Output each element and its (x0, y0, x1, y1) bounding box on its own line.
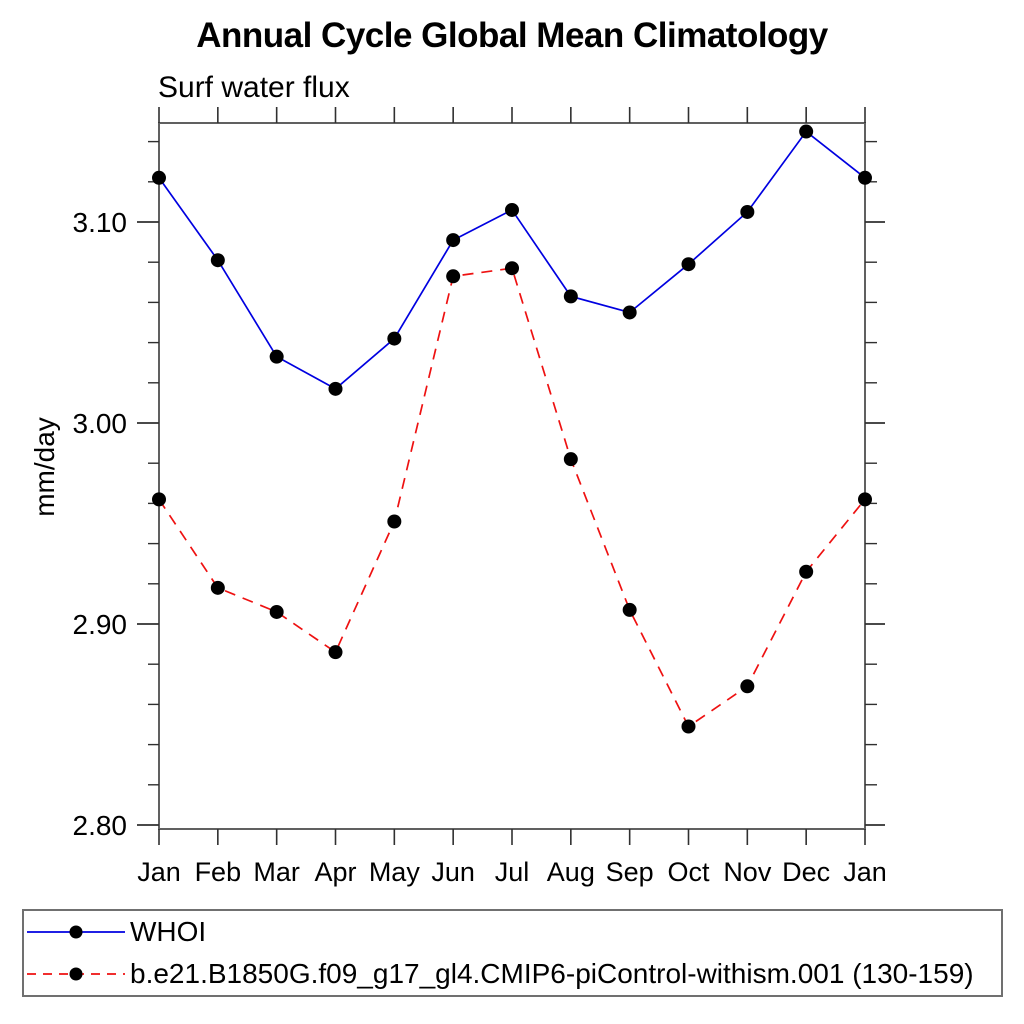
data-point-whoi (152, 170, 166, 185)
data-point-model (505, 261, 519, 276)
chart-subtitle: Surf water flux (158, 71, 350, 104)
x-tick-label: Jan (843, 857, 887, 887)
data-point-whoi (387, 331, 402, 346)
data-point-whoi (210, 253, 225, 268)
data-point-whoi (269, 349, 284, 364)
legend-solid-line-sample (27, 925, 125, 939)
data-point-model (740, 679, 755, 694)
series-line-whoi (158, 130, 866, 390)
data-point-model (210, 580, 225, 595)
data-point-model (622, 602, 637, 617)
legend-label-whoi: WHOI (130, 916, 207, 947)
data-point-whoi (858, 170, 872, 185)
x-tick-label: Jul (495, 857, 530, 887)
data-point-model (563, 452, 578, 467)
y-tick-label: 2.90 (73, 609, 128, 640)
data-point-model (681, 719, 696, 734)
legend-entry-model: b.e21.B1850G.f09_g17_gl4.CMIP6-piControl… (24, 953, 1001, 995)
data-point-whoi (505, 202, 519, 217)
x-tick-label: Feb (195, 857, 242, 887)
data-point-whoi (328, 381, 343, 396)
data-point-model (799, 564, 814, 579)
x-tick-label: Sep (606, 857, 654, 887)
legend-dashed-line-sample (27, 967, 125, 981)
data-point-model (269, 604, 284, 619)
data-point-whoi (622, 305, 637, 320)
x-tick-label: Jan (137, 857, 181, 887)
legend-label-model: b.e21.B1850G.f09_g17_gl4.CMIP6-piControl… (130, 958, 974, 989)
x-tick-label: Oct (667, 857, 710, 887)
data-point-model (152, 492, 166, 507)
y-tick-label: 3.10 (73, 207, 128, 238)
data-point-model (858, 492, 872, 507)
x-tick-label: Dec (782, 857, 830, 887)
legend-entry-whoi: WHOI (24, 911, 1001, 953)
x-tick-label: Apr (314, 857, 356, 887)
data-point-model (328, 645, 343, 660)
data-point-model (387, 514, 402, 529)
chart-title: Annual Cycle Global Mean Climatology (196, 16, 828, 55)
data-point-whoi (681, 257, 696, 272)
x-tick-label: Nov (723, 857, 772, 887)
y-tick-label: 3.00 (73, 408, 128, 439)
x-tick-label: Jun (431, 857, 475, 887)
legend-box: WHOI b.e21.B1850G.f09_g17_gl4.CMIP6-piCo… (22, 909, 1003, 997)
data-point-whoi (740, 204, 755, 219)
y-tick-label: 2.80 (73, 810, 128, 841)
plot-border (158, 122, 866, 830)
x-tick-label: Aug (547, 857, 595, 887)
data-point-model (446, 269, 461, 284)
data-point-whoi (563, 289, 578, 304)
data-point-whoi (799, 124, 814, 139)
x-tick-label: May (369, 857, 421, 887)
data-point-whoi (446, 233, 461, 248)
x-tick-label: Mar (253, 857, 300, 887)
